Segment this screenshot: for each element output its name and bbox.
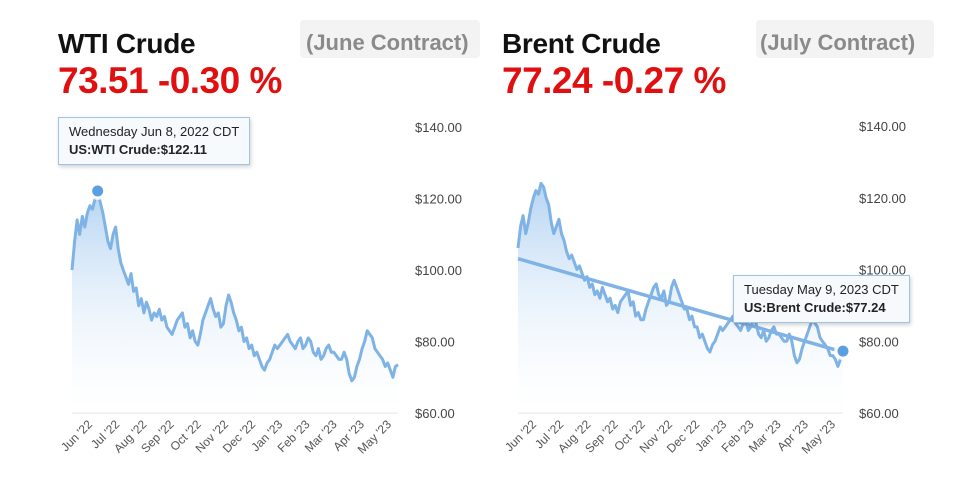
brent-panel: Brent Crude (July Contract) 77.24 -0.27 … bbox=[477, 0, 954, 494]
wti-contract: (June Contract) bbox=[306, 30, 469, 55]
brent-ytick-label: $140.00 bbox=[859, 119, 906, 134]
wti-ytick-label: $60.00 bbox=[415, 406, 455, 421]
brent-ytick-label: $120.00 bbox=[859, 191, 906, 206]
wti-marker bbox=[90, 183, 106, 199]
brent-tooltip-value: US:Brent Crude:$77.24 bbox=[744, 300, 886, 315]
brent-xtick-label: Jun '22 bbox=[502, 417, 539, 454]
brent-tooltip: Tuesday May 9, 2023 CDT US:Brent Crude:$… bbox=[733, 275, 910, 323]
wti-ytick-label: $80.00 bbox=[415, 335, 455, 350]
header-bar-left bbox=[300, 20, 480, 58]
brent-tooltip-date: Tuesday May 9, 2023 CDT bbox=[744, 282, 899, 297]
brent-ytick-label: $60.00 bbox=[859, 406, 899, 421]
wti-panel: WTI Crude (June Contract) 73.51 -0.30 % … bbox=[0, 0, 477, 494]
wti-tooltip-value: US:WTI Crude:$122.11 bbox=[69, 142, 207, 157]
brent-price: 77.24 -0.27 % bbox=[502, 60, 726, 101]
wti-ytick-label: $120.00 bbox=[415, 192, 462, 207]
brent-title: Brent Crude bbox=[502, 28, 661, 59]
wti-price: 73.51 -0.30 % bbox=[58, 60, 282, 101]
wti-tooltip-date: Wednesday Jun 8, 2022 CDT bbox=[69, 124, 240, 139]
brent-contract: (July Contract) bbox=[760, 30, 916, 55]
wti-series-line bbox=[70, 189, 399, 383]
wti-tooltip: Wednesday Jun 8, 2022 CDT US:WTI Crude:$… bbox=[58, 117, 251, 165]
wti-ytick-label: $100.00 bbox=[415, 263, 462, 278]
brent-ytick-label: $100.00 bbox=[859, 263, 906, 278]
wti-chart[interactable]: $140.00 $120.00 $100.00 $80.00 $60.00 Jun '22… bbox=[0, 0, 477, 494]
wti-ytick-label: $140.00 bbox=[415, 120, 462, 135]
brent-trend-line bbox=[517, 257, 844, 354]
header-bar-right bbox=[756, 20, 934, 58]
brent-ytick-label: $80.00 bbox=[859, 334, 899, 349]
brent-marker bbox=[835, 343, 851, 359]
brent-chart[interactable]: $140.00 $120.00 $100.00 $80.00 $60.00 Jun '22… bbox=[477, 0, 954, 494]
wti-title: WTI Crude bbox=[58, 28, 196, 59]
wti-area bbox=[72, 191, 398, 413]
wti-xtick-label: Jun '22 bbox=[58, 417, 95, 454]
